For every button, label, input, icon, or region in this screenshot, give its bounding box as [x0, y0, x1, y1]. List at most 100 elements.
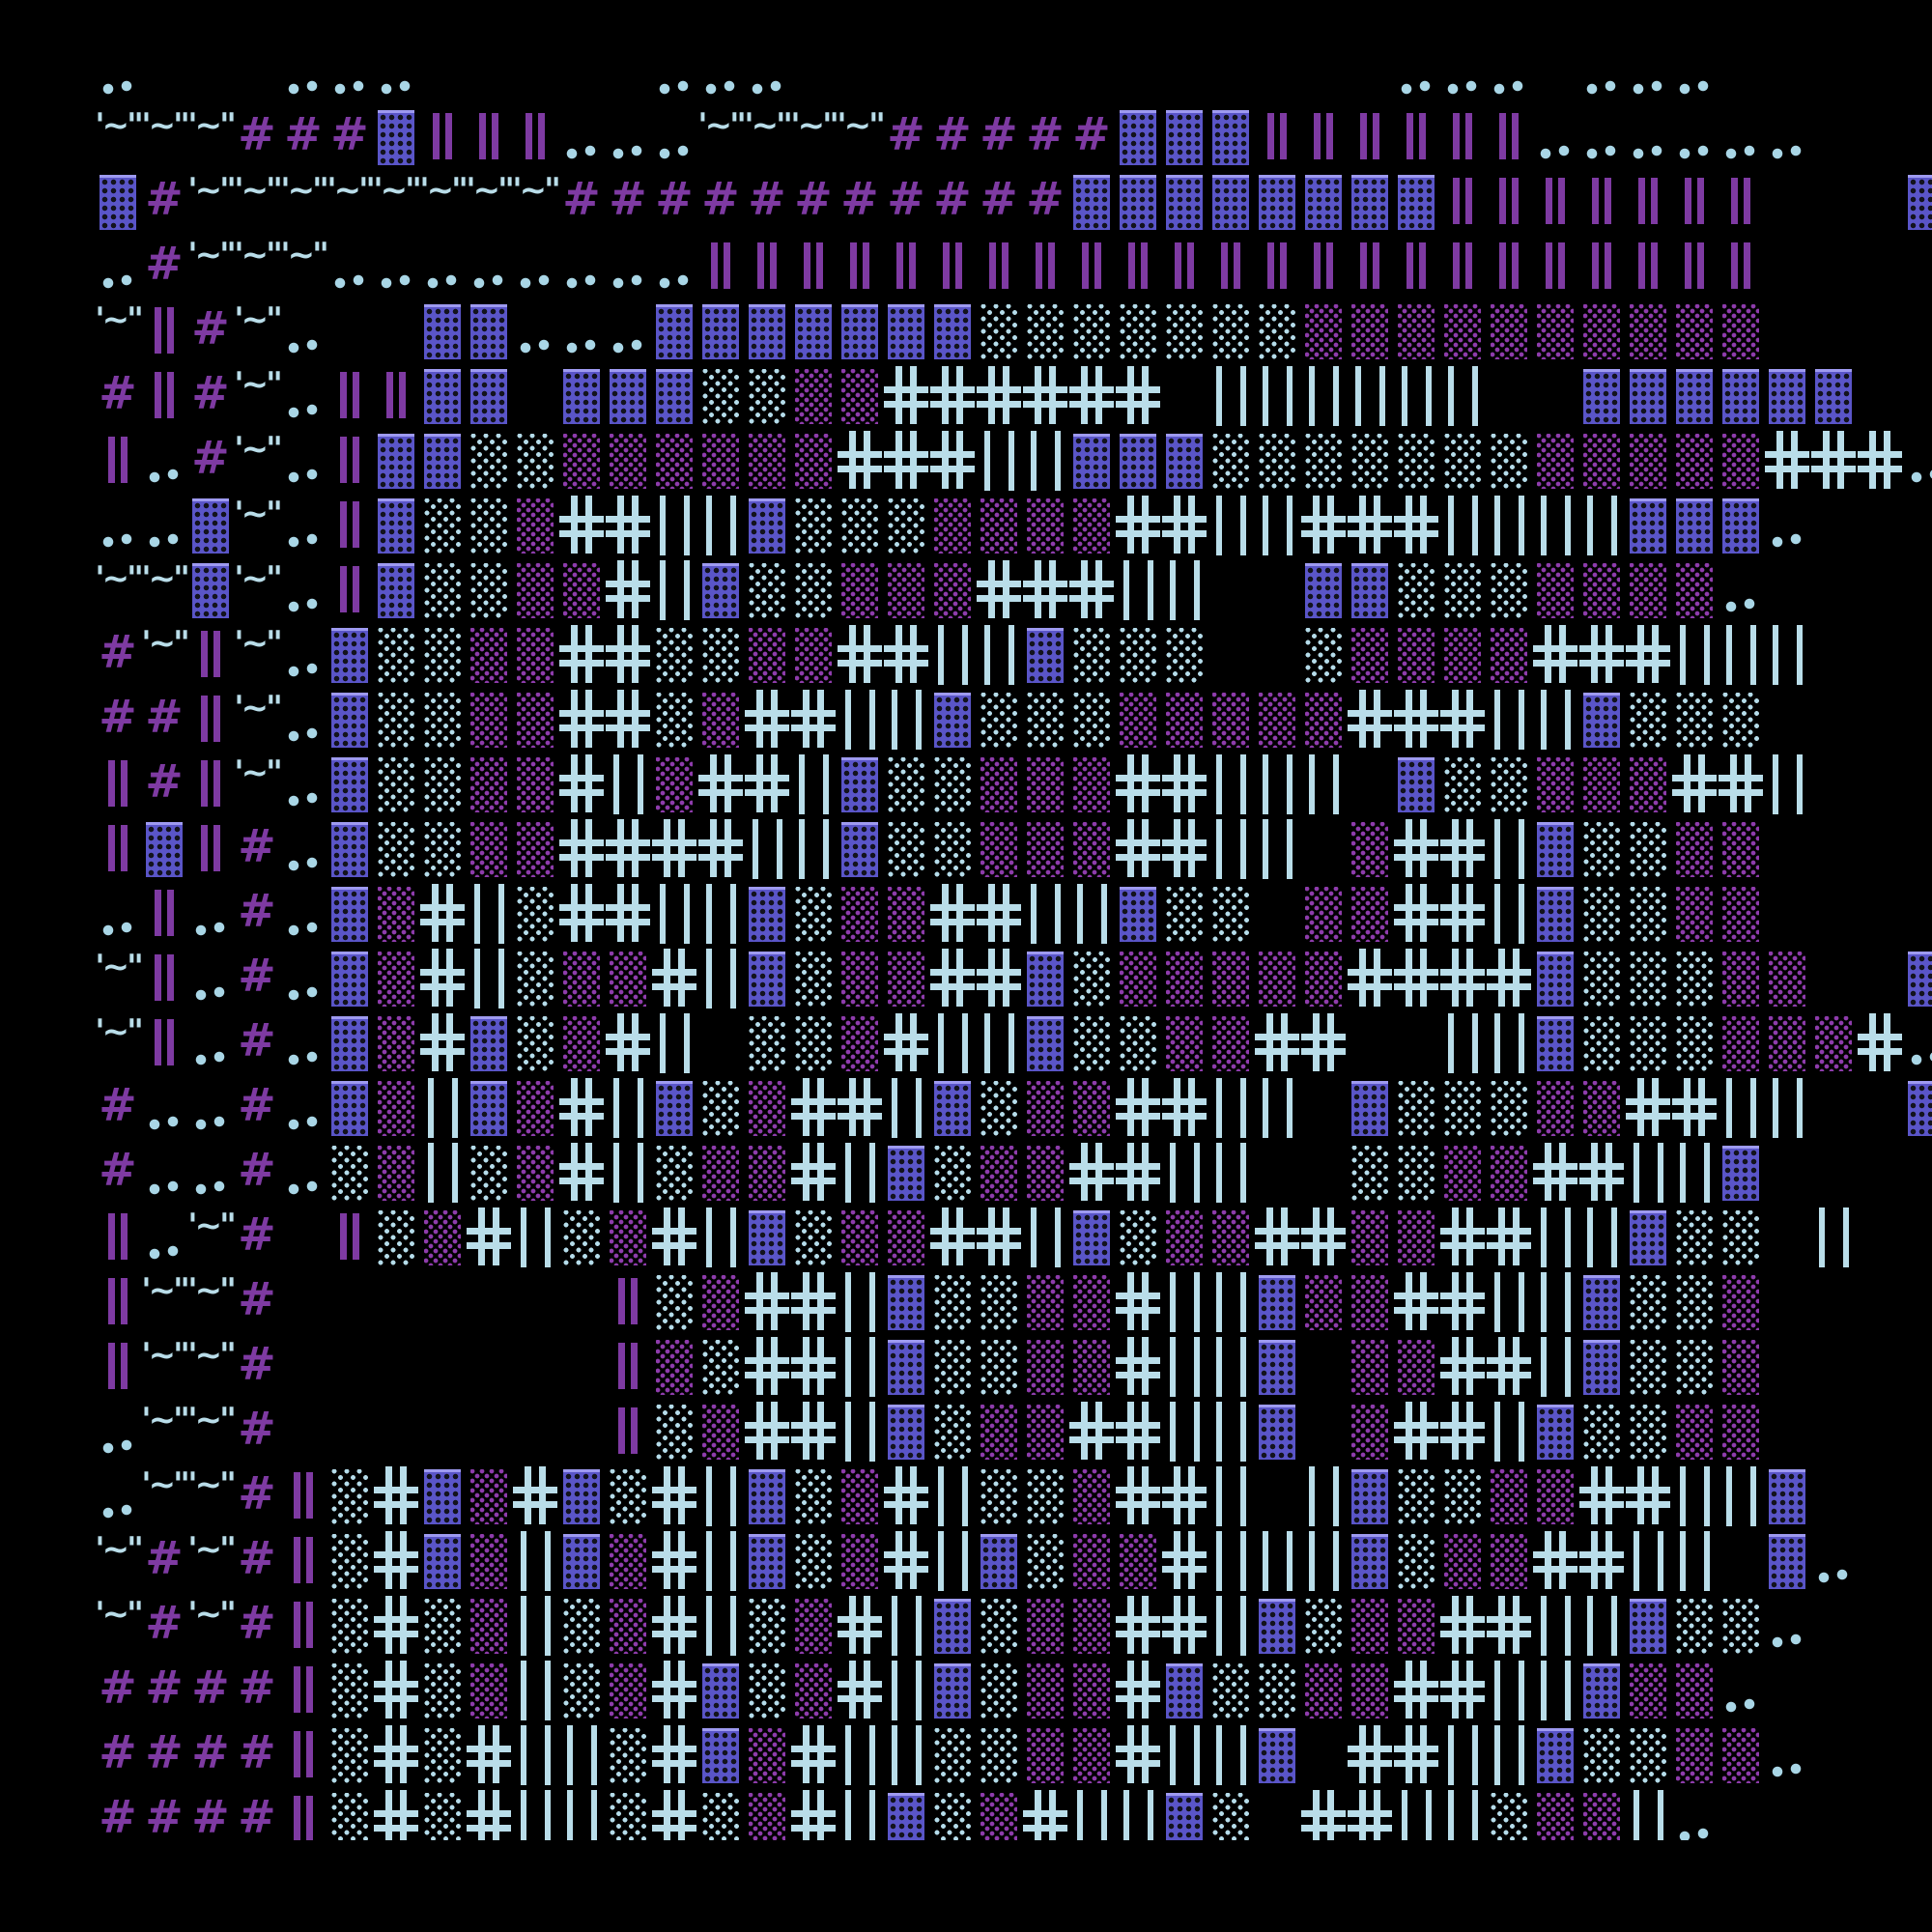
hash-glyph: # [238, 1467, 276, 1520]
cyan-sparse-dot-block [1398, 434, 1435, 489]
purple-dot-block [1351, 1275, 1388, 1330]
purple-dot-block [1027, 757, 1064, 812]
wave-tilde-glyph: '~" [837, 106, 886, 145]
purple-dot-block [1630, 1663, 1666, 1719]
cyan-double-cross-glyph [1115, 1269, 1161, 1334]
cyan-sparse-dot-block [980, 1340, 1017, 1395]
dot-pair-glyph [187, 1075, 234, 1140]
purple-dot-block [795, 369, 832, 424]
purple-dot-block [470, 693, 507, 748]
dot-pair-glyph [280, 40, 327, 104]
cyan-double-cross-glyph [651, 1787, 697, 1840]
indigo-dither-block [1259, 1728, 1295, 1783]
cyan-sparse-dot-block [1722, 693, 1759, 748]
purple-dot-block [517, 693, 554, 748]
purple-dot-block [563, 1016, 600, 1071]
purple-double-bar-glyph [1347, 104, 1393, 169]
purple-dot-block [1120, 693, 1156, 748]
purple-dot-block [1027, 1663, 1064, 1719]
purple-dot-block [1583, 1081, 1620, 1136]
cyan-double-cross-glyph [1671, 752, 1718, 816]
indigo-dither-block [1120, 434, 1156, 489]
hash-glyph: # [99, 1079, 137, 1132]
cyan-double-cross-glyph [929, 428, 976, 493]
cyan-sparse-dot-block [470, 434, 507, 489]
purple-double-bar-glyph [419, 104, 466, 169]
purple-dot-block [1444, 1534, 1481, 1589]
purple-double-bar-glyph [95, 1334, 141, 1399]
purple-double-bar-glyph [1115, 234, 1161, 298]
cyan-sparse-dot-block [331, 1663, 368, 1719]
purple-dot-block [1676, 822, 1713, 877]
cyan-sparse-dot-block [424, 693, 461, 748]
cyan-thin-bars-glyph [1764, 752, 1810, 816]
purple-dot-block [1351, 1210, 1388, 1265]
cyan-sparse-dot-block [1630, 1016, 1666, 1071]
cyan-double-cross-glyph [558, 687, 605, 752]
cyan-thin-bars-glyph [1208, 493, 1254, 557]
cyan-double-cross-glyph [605, 493, 651, 557]
dot-pair-glyph [95, 1463, 141, 1528]
cyan-sparse-dot-block [1630, 1340, 1666, 1395]
cyan-double-cross-glyph [790, 1269, 837, 1334]
cyan-thin-bars-glyph [1764, 622, 1810, 687]
dot-pair-glyph [327, 40, 373, 104]
cyan-double-cross-glyph [1857, 1010, 1903, 1075]
purple-dot-block [610, 1599, 646, 1654]
indigo-dither-block [888, 1146, 924, 1201]
purple-dot-block [841, 1534, 878, 1589]
wave-tilde-glyph: '~" [187, 1336, 237, 1375]
cyan-sparse-dot-block [424, 1728, 461, 1783]
hash-glyph: # [99, 1791, 137, 1840]
purple-double-bar-glyph [280, 1658, 327, 1722]
dot-pair-glyph [1764, 104, 1810, 169]
indigo-dither-block [1027, 952, 1064, 1007]
cyan-double-cross-glyph [1115, 752, 1161, 816]
purple-double-bar-glyph [1486, 169, 1532, 234]
purple-double-bar-glyph [141, 881, 187, 946]
dot-pair-glyph [1486, 40, 1532, 104]
cyan-double-cross-glyph [1532, 622, 1578, 687]
cyan-double-cross-glyph [697, 752, 744, 816]
dot-pair-glyph [419, 234, 466, 298]
purple-dot-block [517, 822, 554, 877]
cyan-thin-bars-glyph [1439, 493, 1486, 557]
indigo-dither-block [331, 693, 368, 748]
purple-dot-block [1027, 498, 1064, 554]
purple-dot-block [980, 757, 1017, 812]
cyan-thin-bars-glyph [1300, 752, 1347, 816]
purple-dot-block [1351, 628, 1388, 683]
indigo-dither-block [424, 1534, 461, 1589]
indigo-dither-block [1259, 1340, 1295, 1395]
cyan-thin-bars-glyph [651, 881, 697, 946]
indigo-dither-block [378, 110, 414, 165]
cyan-double-cross-glyph [1393, 1722, 1439, 1787]
cyan-thin-bars-glyph [1532, 1334, 1578, 1399]
cyan-thin-bars-glyph [697, 946, 744, 1010]
wave-tilde-glyph: '~" [373, 171, 422, 210]
hash-glyph: # [99, 691, 137, 744]
cyan-sparse-dot-block [1398, 1469, 1435, 1524]
purple-double-bar-glyph [1532, 169, 1578, 234]
cyan-sparse-dot-block [1166, 887, 1203, 942]
purple-double-bar-glyph [605, 1399, 651, 1463]
purple-dot-block [1491, 628, 1527, 683]
purple-double-bar-glyph [187, 687, 234, 752]
purple-double-bar-glyph [1208, 234, 1254, 298]
indigo-dither-block [980, 1534, 1017, 1589]
cyan-double-cross-glyph [790, 1399, 837, 1463]
hash-glyph: # [238, 1726, 276, 1779]
purple-dot-block [378, 887, 414, 942]
dot-pair-glyph [1764, 1593, 1810, 1658]
cyan-thin-bars-glyph [1254, 816, 1300, 881]
dot-pair-glyph [1625, 40, 1671, 104]
cyan-double-cross-glyph [1393, 881, 1439, 946]
cyan-double-cross-glyph [1393, 816, 1439, 881]
cyan-double-cross-glyph [1300, 1205, 1347, 1269]
dot-pair-glyph [744, 40, 790, 104]
purple-dot-block [656, 757, 693, 812]
cyan-thin-bars-glyph [1439, 1722, 1486, 1787]
cyan-sparse-dot-block [424, 1663, 461, 1719]
purple-dot-block [1166, 693, 1203, 748]
cyan-sparse-dot-block [331, 1728, 368, 1783]
